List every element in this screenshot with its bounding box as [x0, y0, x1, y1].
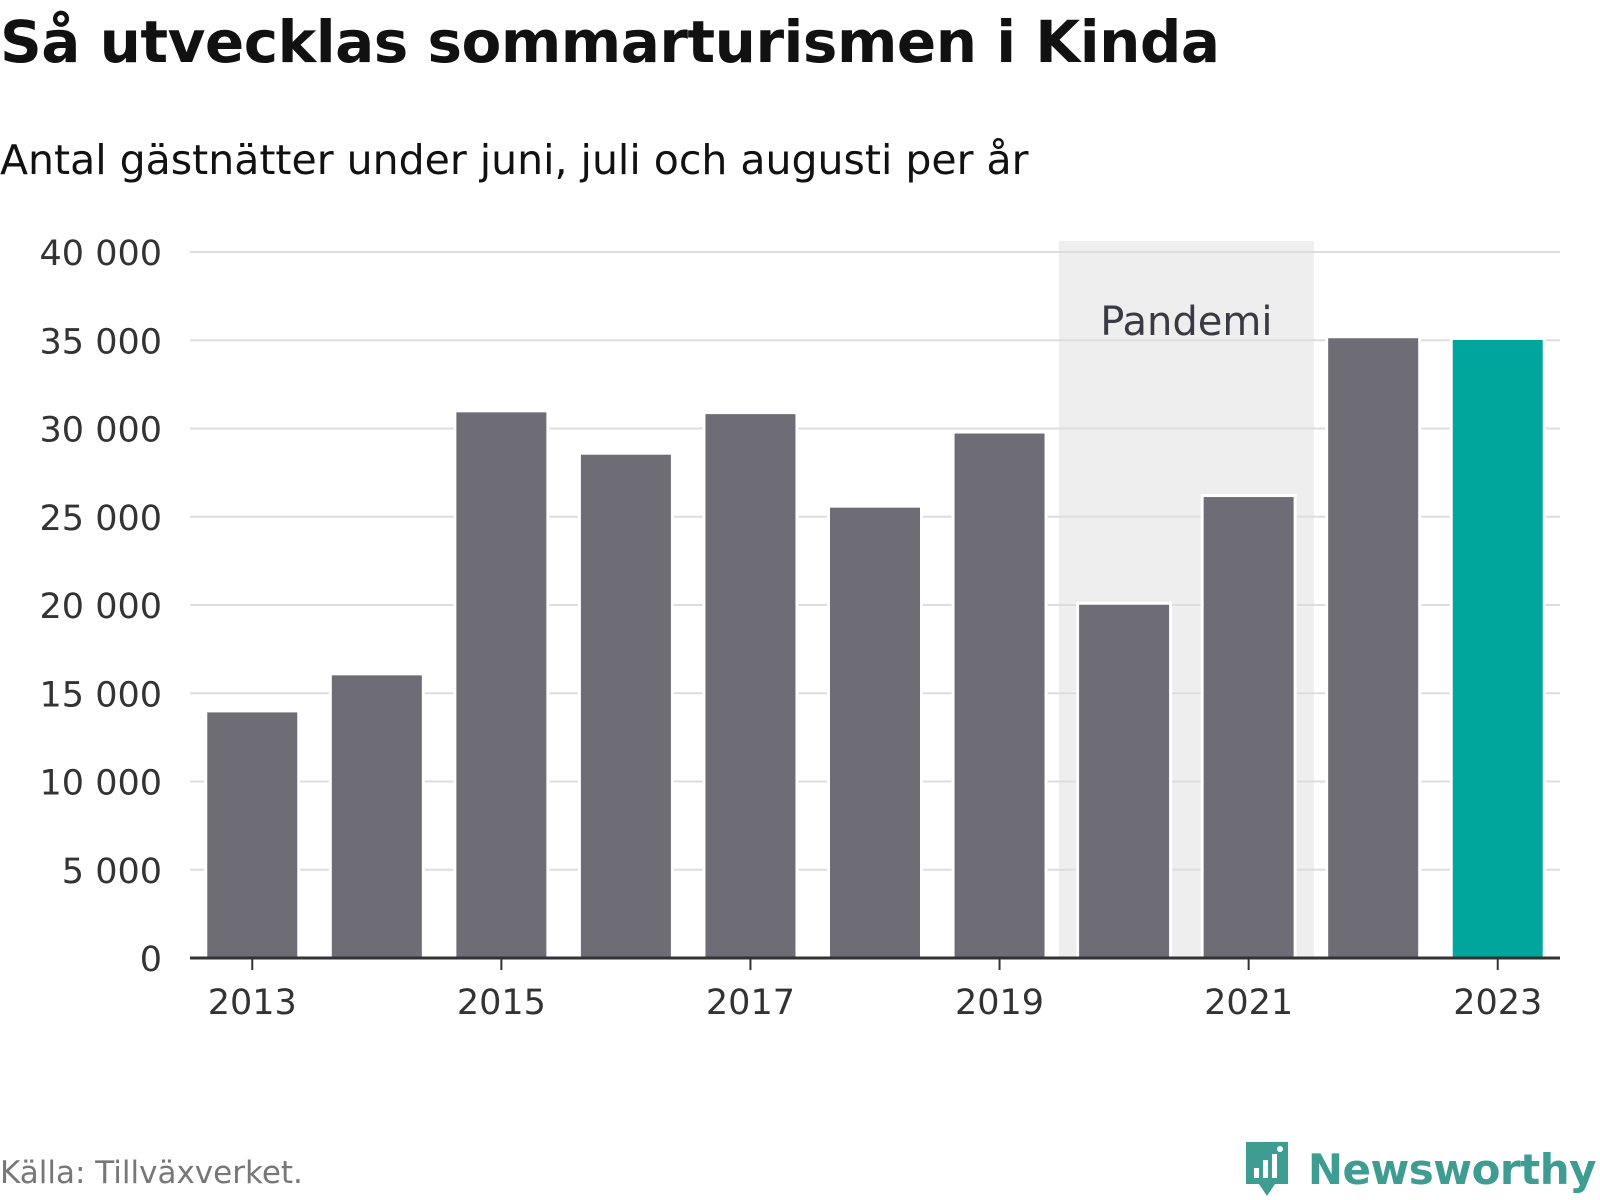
y-tick-label: 30 000: [40, 411, 162, 451]
bar-2016: [577, 451, 674, 960]
y-tick-label: 40 000: [40, 234, 162, 274]
x-tick-label: 2019: [955, 983, 1044, 1023]
bar-2023: [1449, 336, 1546, 960]
source-note: Källa: Tillväxverket.: [0, 1155, 303, 1191]
chart-title: Så utvecklas sommarturismen i Kinda: [0, 8, 1220, 76]
x-tick-label: 2021: [1204, 983, 1293, 1023]
pandemic-label: Pandemi: [1100, 299, 1272, 345]
brand-name: Newsworthy: [1307, 1144, 1597, 1194]
bar-2017: [702, 411, 799, 960]
bar-2018: [827, 504, 923, 960]
bar-2020: [1076, 601, 1173, 960]
y-tick-label: 35 000: [40, 322, 162, 362]
brand-logo: Newsworthy: [1242, 1138, 1597, 1200]
y-tick-label: 0: [140, 940, 162, 980]
y-tick-label: 20 000: [40, 587, 162, 627]
y-tick-label: 15 000: [40, 675, 162, 715]
y-tick-label: 10 000: [40, 764, 162, 804]
newsworthy-logo-icon: [1245, 1142, 1288, 1196]
x-tick-label: 2013: [208, 983, 297, 1023]
bar-2014: [328, 672, 425, 960]
chart-subtitle: Antal gästnätter under juni, juli och au…: [0, 136, 1029, 184]
x-tick-label: 2023: [1453, 983, 1542, 1023]
bar-2013: [204, 709, 301, 960]
x-tick-label: 2017: [706, 983, 795, 1023]
bar-2015: [453, 409, 550, 960]
y-tick-label: 5 000: [62, 852, 162, 892]
y-tick-label: 25 000: [40, 499, 162, 539]
bar-2022: [1325, 335, 1422, 960]
x-tick-label: 2015: [457, 983, 546, 1023]
bar-2021: [1200, 494, 1297, 960]
bar-2019: [951, 430, 1048, 960]
